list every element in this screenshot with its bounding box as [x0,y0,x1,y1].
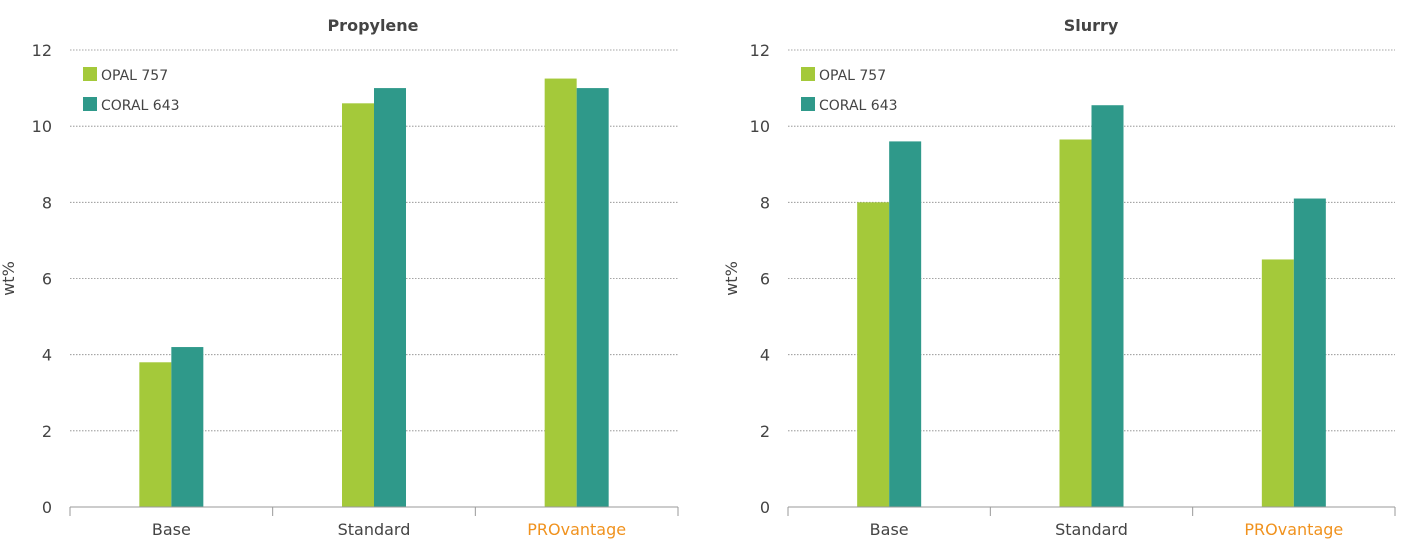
chart-1-y-tick-label: 0 [760,498,770,517]
chart-0-x-tick-label: PROvantage [527,520,626,539]
chart-1-legend-label: OPAL 757 [819,68,886,84]
slurry-chart: Slurry 0 2 4 6 8 10 12 wt% Base Standard PROvantage… [722,16,1396,539]
chart-1-x-tick-label: Base [870,520,909,539]
chart-0-bar-opal-757-standard [342,103,374,508]
chart-0-y-tick-label: 8 [42,193,52,212]
chart-1-bar-opal-757-base [857,202,890,508]
chart-0-y-tick-label: 6 [42,270,52,289]
chart-1-y-tick-label: 12 [750,41,770,60]
chart-1-bar-coral-643-base [889,141,922,507]
chart-0-y-tick-label: 0 [42,498,52,517]
chart-1-legend-label: CORAL 643 [819,98,898,114]
chart-0-y-tick-label: 2 [42,422,52,441]
chart-0-bar-opal-757-base [139,362,172,507]
chart-0-bar-coral-643-base [171,347,204,507]
chart-0-y-axis-label: wt% [0,261,18,296]
chart-1-bar-opal-757-provantage [1261,259,1294,507]
chart-0-bar-coral-643-provantage [576,88,609,507]
chart-1-y-tick-label: 4 [760,346,770,365]
chart-0-y-tick-label: 12 [32,41,52,60]
chart-1-y-tick-label: 8 [760,193,770,212]
chart-0-x-tick-label: Base [152,520,191,539]
chart-1-x-tick-label: Standard [1055,520,1128,539]
chart-0-legend-swatch [83,67,97,81]
chart-0-x-tick-label: Standard [338,520,411,539]
chart-1-y-tick-label: 10 [750,117,770,136]
chart-1-x-tick-label: PROvantage [1244,520,1343,539]
chart-0-legend-swatch [83,97,97,111]
propylene-chart: Propylene 0 2 4 6 8 10 12 wt% Base Standard PROvant… [0,16,679,539]
chart-0-bar-coral-643-standard [374,88,406,507]
chart-1-y-tick-label: 2 [760,422,770,441]
chart-1-y-axis-label: wt% [722,261,741,296]
chart-1-title: Slurry [1064,16,1119,35]
chart-1-bar-coral-643-provantage [1293,198,1326,507]
chart-0-y-tick-label: 10 [32,117,52,136]
chart-1-legend-swatch [801,67,815,81]
chart-1-bar-opal-757-standard [1059,139,1092,507]
chart-1-legend-swatch [801,97,815,111]
chart-0-title: Propylene [327,16,418,35]
chart-0-bar-opal-757-provantage [544,78,577,507]
chart-1-y-tick-label: 6 [760,270,770,289]
chart-0-legend-label: CORAL 643 [101,98,180,114]
chart-0-y-tick-label: 4 [42,346,52,365]
chart-0-legend-label: OPAL 757 [101,68,168,84]
chart-1-bar-coral-643-standard [1091,105,1124,508]
